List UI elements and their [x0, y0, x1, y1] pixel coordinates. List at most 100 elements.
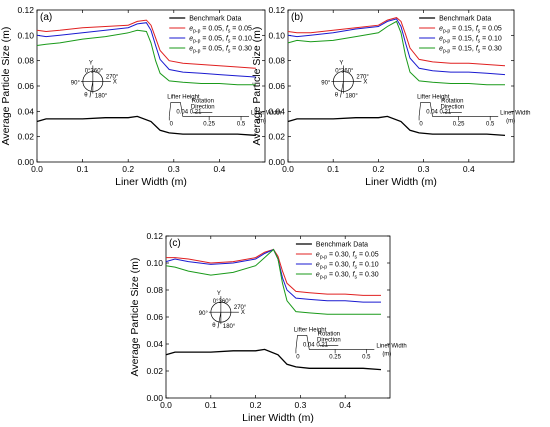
liner-unit-label: (m)	[506, 118, 515, 124]
series-line-2	[287, 18, 506, 76]
x-axis-title: Liner Width (m)	[365, 176, 437, 188]
series-line-1	[287, 17, 506, 67]
angle-inset: Y X 0°360°270° 90° 180° θ	[321, 60, 369, 99]
liner-width-label: Liner Width	[500, 110, 530, 116]
y-axis-label: Y	[339, 60, 343, 66]
rotation-label: Rotation	[318, 331, 340, 337]
y-tick-label: 0.04	[17, 106, 34, 116]
theta-label: θ	[212, 323, 216, 329]
y-tick-label: 0.12	[17, 5, 34, 15]
y-tick-label: 0.10	[268, 30, 285, 40]
theta-line	[340, 81, 344, 98]
panel-0: 0.0 0.1 0.2 0.3 0.4 0.00 0.02 0.04 0.06 0.08 0.10 0…	[0, 5, 281, 188]
y-tick-label: 0.10	[17, 30, 34, 40]
liner-tick-05-label: 0.5	[237, 121, 246, 127]
x-tick-label: 0.3	[168, 164, 180, 174]
rotation-label: Rotation	[192, 98, 214, 104]
angle-bottom-label: 180°	[223, 324, 236, 330]
liner-profile	[418, 102, 499, 117]
liner-tick-025-label: 0.25	[329, 354, 341, 360]
series-line-2	[36, 22, 256, 78]
theta-label: θ	[335, 92, 339, 98]
x-axis-title: Liner Width (m)	[115, 176, 187, 188]
legend-label-2: ep-p = 0.05, fs = 0.10	[189, 36, 252, 45]
y-tick-label: 0.04	[146, 339, 163, 349]
rotation-label: Rotation	[441, 98, 463, 104]
y-axis-title: Average Particle Size (m)	[251, 27, 263, 146]
theta-line	[217, 312, 222, 329]
angle-bottom-label: 180°	[345, 93, 358, 99]
x-tick-label: 0.4	[463, 164, 475, 174]
x-tick-label: 0.1	[327, 164, 339, 174]
liner-tick-0-label: 0	[296, 354, 300, 360]
series-line-0	[36, 115, 256, 137]
liner-unit-label: (m)	[257, 118, 266, 124]
x-tick-label: 0.2	[250, 400, 262, 410]
liner-dims-label: 0.04 0.21	[426, 109, 452, 115]
liner-dims-label: 0.04 0.21	[303, 342, 329, 348]
legend-label-0: Benchmark Data	[316, 242, 368, 249]
theta-line	[89, 81, 94, 98]
y-tick-label: 0.10	[146, 258, 163, 268]
legend-label-1: ep-p = 0.30, fs = 0.05	[316, 252, 379, 261]
series-line-1	[166, 248, 381, 296]
lifter-height-label: Lifter Height	[417, 94, 450, 100]
x-axis-label: X	[363, 79, 367, 85]
y-tick-label: 0.12	[146, 231, 163, 241]
series-line-0	[165, 348, 382, 371]
legend-label-0: Benchmark Data	[439, 16, 491, 23]
y-tick-label: 0.12	[268, 5, 285, 15]
y-tick-label: 0.00	[146, 393, 163, 403]
panel-label: (b)	[291, 12, 303, 23]
y-tick-label: 0.00	[17, 157, 34, 167]
liner-tick-025-label: 0.25	[203, 121, 215, 127]
liner-width-label: Liner Width	[251, 110, 281, 116]
liner-tick-0-label: 0	[170, 121, 174, 127]
y-axis-label: Y	[217, 291, 221, 297]
liner-tick-05-label: 0.5	[486, 121, 495, 127]
panel-1: 0.0 0.1 0.2 0.3 0.4 0.00 0.02 0.04 0.06 0.08 0.10 0…	[251, 5, 531, 188]
x-tick-label: 0.2	[122, 164, 134, 174]
legend-label-1: ep-p = 0.15, fs = 0.05	[439, 26, 502, 35]
y-tick-label: 0.08	[268, 56, 285, 66]
x-tick-label: 0.0	[31, 164, 43, 174]
series-line-3	[165, 248, 381, 315]
x-tick-label: 0.0	[282, 164, 294, 174]
legend-label-3: ep-p = 0.05, fs = 0.30	[189, 46, 252, 55]
lifter-height-label: Lifter Height	[167, 94, 200, 100]
angle-right-label: 270°	[106, 74, 119, 80]
x-axis-label: X	[241, 310, 245, 316]
panel-2: 0.0 0.1 0.2 0.3 0.4 0.00 0.02 0.04 0.06 0.08 0.10 0…	[129, 231, 407, 424]
x-tick-label: 0.0	[160, 400, 172, 410]
series-line-3	[36, 29, 256, 86]
angle-right-label: 270°	[356, 74, 369, 80]
x-tick-label: 0.1	[77, 164, 89, 174]
y-tick-label: 0.08	[17, 56, 34, 66]
liner-tick-0-label: 0	[419, 121, 423, 127]
series-line-3	[287, 20, 505, 86]
series-line-0	[287, 115, 506, 137]
x-tick-label: 0.4	[213, 164, 225, 174]
x-tick-label: 0.2	[372, 164, 384, 174]
liner-unit-label: (m)	[382, 351, 391, 357]
legend-label-2: ep-p = 0.15, fs = 0.10	[439, 36, 502, 45]
x-axis-label: X	[113, 79, 117, 85]
liner-tick-025-label: 0.25	[453, 121, 465, 127]
legend-label-0: Benchmark Data	[189, 16, 241, 23]
x-tick-label: 0.1	[205, 400, 217, 410]
x-tick-label: 0.4	[339, 400, 351, 410]
liner-profile	[168, 102, 250, 117]
angle-top-label: 0°360°	[213, 299, 232, 305]
y-tick-label: 0.02	[17, 132, 34, 142]
angle-right-label: 270°	[234, 305, 247, 311]
angle-bottom-label: 180°	[95, 93, 108, 99]
liner-tick-05-label: 0.5	[362, 354, 371, 360]
angle-left-label: 90°	[321, 80, 331, 86]
y-axis-label: Y	[89, 60, 93, 66]
angle-top-label: 0°360°	[85, 68, 104, 74]
liner-width-label: Liner Width	[376, 343, 406, 349]
series-line-1	[36, 19, 256, 69]
